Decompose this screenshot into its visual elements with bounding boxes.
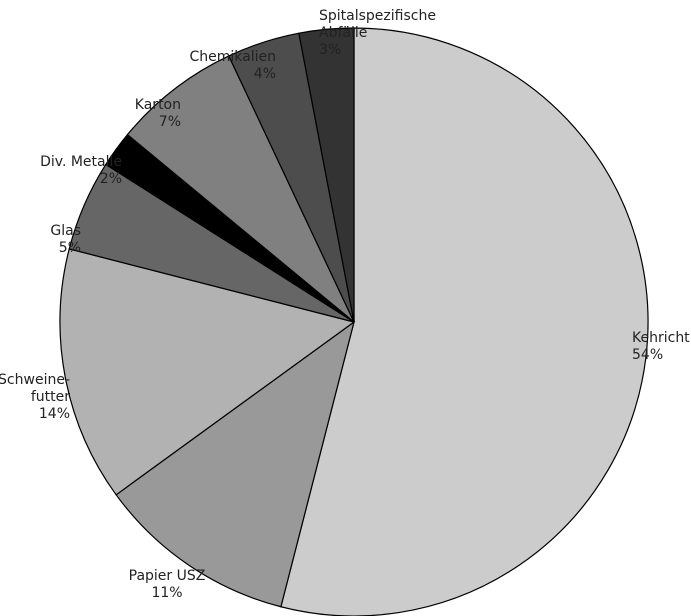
slice-label-div-metalle: Div. Metalle 2% <box>40 154 122 187</box>
slice-label-spitalspezifische-abf-lle: Spitalspezifische Abfälle 3% <box>319 8 436 58</box>
slice-label-schweine-futter: Schweine-futter 14% <box>0 372 70 422</box>
slice-value-label: 2% <box>100 171 122 187</box>
slice-name-label: Glas <box>50 223 81 239</box>
slice-name-label: Abfälle <box>319 25 367 41</box>
slice-label-karton: Karton 7% <box>135 97 181 130</box>
pie-labels: Kehricht 54%Papier USZ 11%Schweine-futter 1… <box>0 8 690 601</box>
slice-name-label: Papier USZ <box>129 568 206 584</box>
slice-name-label: Div. Metalle <box>40 154 122 170</box>
slice-label-papier-usz: Papier USZ 11% <box>129 568 206 601</box>
slice-name-label: Schweine- <box>0 372 70 388</box>
pie-slice-papier-usz <box>115 320 355 608</box>
slice-name-label: Kehricht <box>632 330 690 346</box>
slice-label-kehricht: Kehricht 54% <box>632 330 690 363</box>
pie-slices <box>59 27 649 616</box>
slice-label-chemikalien: Chemikalien 4% <box>190 49 277 82</box>
slice-value-label: 5% <box>59 240 81 256</box>
pie-slice-kehricht <box>280 27 649 616</box>
slice-name-label: Spitalspezifische <box>319 8 436 24</box>
slice-value-label: 4% <box>254 66 276 82</box>
slice-value-label: 14% <box>39 406 70 422</box>
pie-slice-karton <box>126 55 355 323</box>
slice-value-label: 54% <box>632 347 663 363</box>
slice-value-label: 3% <box>319 42 341 58</box>
slice-value-label: 11% <box>151 585 182 601</box>
pie-slice-spitalspezifische-abf-lle <box>298 27 355 323</box>
slice-name-label: futter <box>31 389 70 405</box>
slice-label-glas: Glas 5% <box>50 223 81 256</box>
slice-name-label: Karton <box>135 97 181 113</box>
pie-slice-schweine-futter <box>59 248 356 496</box>
slice-value-label: 7% <box>159 114 181 130</box>
slice-name-label: Chemikalien <box>190 49 277 65</box>
